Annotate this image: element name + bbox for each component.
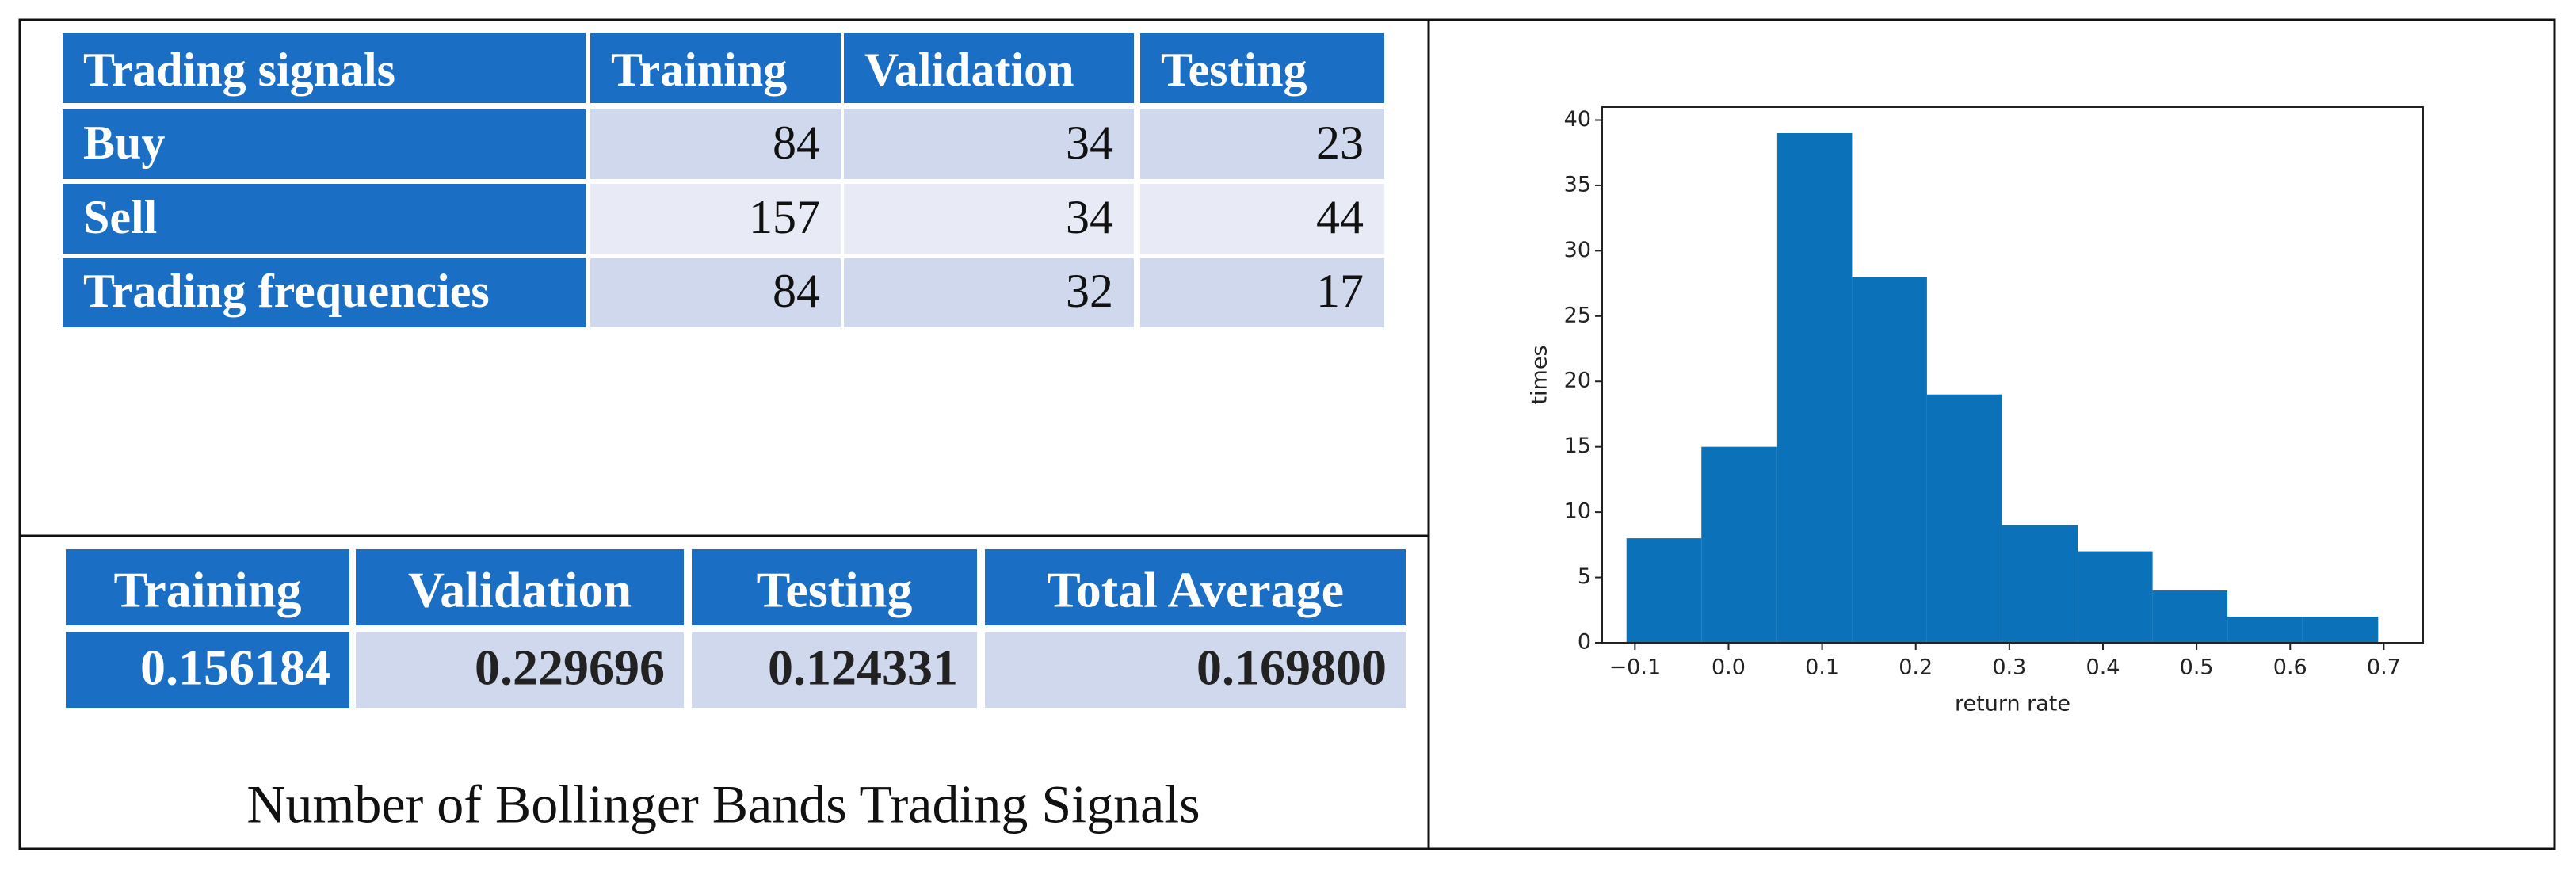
header-cell [985, 549, 1406, 625]
header-cell [692, 549, 977, 625]
caption: Number of Bollinger Bands Trading Signal… [246, 774, 1200, 835]
header-cell [1140, 33, 1384, 103]
y-tick-label: 15 [1564, 434, 1591, 458]
x-tick-label: 0.3 [1992, 655, 2026, 680]
cell-value: 84 [773, 265, 820, 317]
cell-value: 34 [1066, 191, 1113, 243]
header-text: Validation [408, 562, 632, 618]
y-axis-label: times [1528, 345, 1552, 404]
cell-value: 23 [1316, 117, 1364, 169]
hist-bar [2152, 590, 2228, 643]
cell [1140, 258, 1384, 327]
cell-value: 34 [1066, 117, 1113, 169]
hist-bar [2227, 617, 2303, 643]
y-tick-label: 30 [1564, 238, 1591, 262]
header-text: Testing [757, 562, 913, 618]
y-tick-label: 5 [1578, 564, 1591, 589]
cell [844, 258, 1134, 327]
hist-bar [1701, 446, 1777, 643]
cell [63, 258, 586, 327]
x-tick-label: 0.7 [2367, 655, 2401, 680]
x-tick-label: 0.6 [2273, 655, 2307, 680]
x-axis-label: return rate [1955, 692, 2070, 716]
y-tick-label: 25 [1564, 303, 1591, 327]
row-label: Sell [83, 191, 157, 243]
cell-value: 0.229696 [475, 640, 665, 696]
cell-value: 0.156184 [140, 640, 330, 696]
x-tick-label: 0.5 [2180, 655, 2214, 680]
cell-value: 157 [749, 191, 820, 243]
hist-bar [1776, 132, 1853, 644]
cell [692, 632, 977, 708]
cell-value: 44 [1316, 191, 1364, 243]
x-tick-label: −0.1 [1609, 655, 1662, 680]
header-text: Validation [864, 44, 1074, 96]
cell-value: 0.169800 [1196, 640, 1387, 696]
header-text: Trading signals [83, 44, 395, 96]
cell-value: 84 [773, 117, 820, 169]
header-text: Total Average [1047, 562, 1344, 618]
hist-bar [1626, 538, 1702, 643]
hist-bar [1852, 277, 1927, 643]
cell [1140, 109, 1384, 179]
row-label: Trading frequencies [83, 265, 490, 317]
header-cell [63, 33, 586, 103]
hist-bar [2078, 551, 2153, 643]
cell [356, 632, 684, 708]
cell [844, 109, 1134, 179]
hist-bar [2302, 617, 2379, 643]
cell-value: 17 [1316, 265, 1364, 317]
y-tick-label: 40 [1564, 107, 1591, 132]
header-text: Training [113, 562, 301, 618]
cell-value: 0.124331 [768, 640, 958, 696]
header-cell [356, 549, 684, 625]
header-text: Training [611, 44, 787, 96]
row-label: Buy [83, 117, 165, 169]
hist-bar [1926, 394, 2002, 643]
cell [1140, 184, 1384, 254]
y-tick-label: 0 [1578, 630, 1591, 655]
header-cell [844, 33, 1134, 103]
y-tick-label: 10 [1564, 499, 1591, 524]
cell [844, 184, 1134, 254]
cell [590, 109, 841, 179]
outer-frame [18, 18, 2556, 850]
plot-frame [1601, 106, 2424, 644]
cell [63, 109, 586, 179]
cell-value: 32 [1066, 265, 1113, 317]
header-cell [590, 33, 841, 103]
x-tick-label: 0.1 [1805, 655, 1839, 680]
cell [590, 184, 841, 254]
y-tick-label: 35 [1564, 172, 1591, 197]
header-cell [66, 549, 349, 625]
y-tick-label: 20 [1564, 369, 1591, 393]
hist-bar [2002, 525, 2078, 643]
x-tick-label: 0.2 [1899, 655, 1933, 680]
cell [63, 184, 586, 254]
x-tick-label: 0.0 [1712, 655, 1746, 680]
cell [66, 632, 349, 708]
header-text: Testing [1161, 44, 1307, 96]
x-tick-label: 0.4 [2086, 655, 2120, 680]
cell [985, 632, 1406, 708]
cell [590, 258, 841, 327]
